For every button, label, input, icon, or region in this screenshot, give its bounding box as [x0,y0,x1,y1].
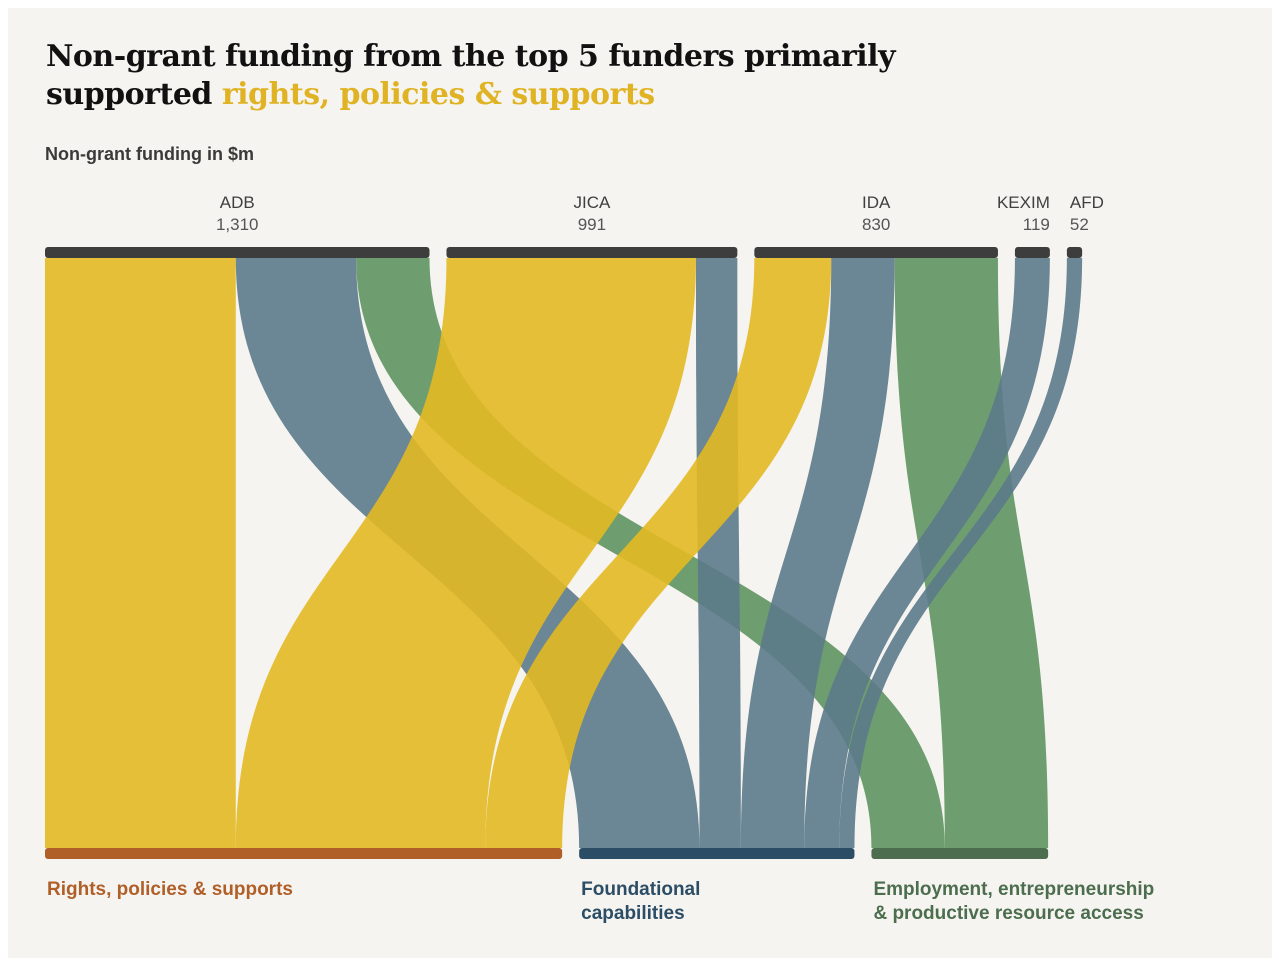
target-label-rights: Rights, policies & supports [47,879,293,900]
flow-ida-rights [485,258,832,848]
source-name-kexim: KEXIM [997,193,1050,212]
source-bar-ida [754,247,998,258]
target-label-layer: Rights, policies & supports Foundational c… [47,879,1154,924]
source-label-layer: ADB 1,310 JICA 991 IDA 830 KEXIM 119 AFD 52 [216,193,1104,234]
source-name-adb: ADB [220,193,255,212]
source-name-jica: JICA [573,193,611,212]
target-bar-employment [871,848,1049,859]
source-value-afd: 52 [1070,215,1089,234]
chart-title: Non-grant funding from the top 5 funders… [46,38,896,114]
flow-kexim-foundational [804,258,1050,848]
source-value-ida: 830 [862,215,890,234]
source-value-jica: 991 [578,215,606,234]
source-bar-adb [45,247,430,258]
target-label-employment: Employment, entrepreneurship & productive… [873,879,1154,924]
chart-subtitle: Non-grant funding in $m [45,144,254,164]
flow-layer [45,258,1083,848]
flow-jica-rights [235,258,696,848]
target-label-foundational: Foundational capabilities [581,879,700,924]
target-bar-foundational [579,848,855,859]
source-bar-kexim [1014,247,1050,258]
source-name-ida: IDA [862,193,891,212]
source-value-adb: 1,310 [216,215,259,234]
source-bar-afd [1066,247,1083,258]
source-bar-jica [446,247,738,258]
title-line2-prefix: supported [46,77,222,112]
source-value-kexim: 119 [1023,215,1050,234]
flow-jica-foundational [695,258,741,848]
source-bar-layer [45,247,1083,258]
flow-ida-employment [894,258,1049,848]
flow-ida-foundational [740,258,895,848]
flow-afd-foundational [839,258,1083,848]
flow-adb-rights [45,258,236,848]
title-line1: Non-grant funding from the top 5 funders… [46,39,896,74]
target-bar-layer [45,848,1049,859]
target-bar-rights [45,848,563,859]
source-name-afd: AFD [1070,193,1104,212]
title-highlight: rights, policies & supports [221,77,655,112]
